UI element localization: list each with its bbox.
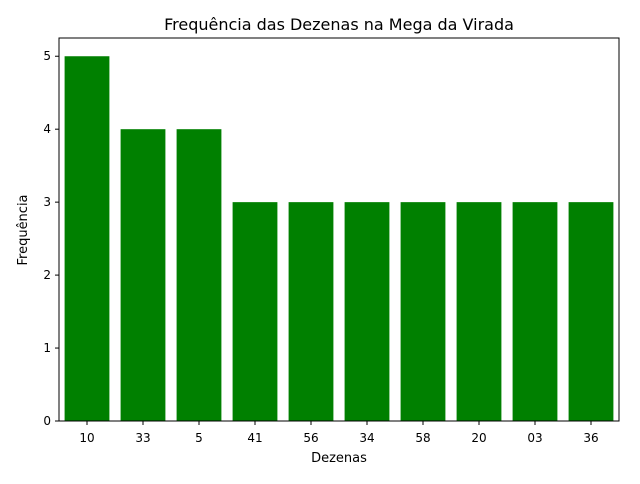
bar <box>344 202 390 421</box>
x-axis-label: Dezenas <box>311 451 367 466</box>
y-tick-label: 3 <box>43 195 51 209</box>
x-tick-label: 5 <box>195 431 203 445</box>
x-tick-label: 34 <box>359 431 374 445</box>
x-tick-label: 58 <box>415 431 430 445</box>
x-tick-label: 03 <box>527 431 542 445</box>
y-tick-label: 1 <box>43 341 51 355</box>
y-axis-label: Frequência <box>16 194 31 265</box>
y-tick-label: 4 <box>43 122 51 136</box>
y-tick-label: 5 <box>43 49 51 63</box>
x-tick-label: 33 <box>135 431 150 445</box>
bar <box>64 56 110 422</box>
chart-title: Frequência das Dezenas na Mega da Virada <box>164 15 514 34</box>
x-tick-label: 20 <box>471 431 486 445</box>
bar <box>512 202 558 421</box>
bar <box>288 202 334 421</box>
bar <box>120 129 166 421</box>
bar <box>232 202 278 421</box>
bar <box>176 129 222 421</box>
x-tick-label: 56 <box>303 431 318 445</box>
x-tick-label: 36 <box>583 431 598 445</box>
bar <box>568 202 614 421</box>
bar <box>400 202 446 421</box>
bar <box>456 202 502 421</box>
x-tick-label: 41 <box>247 431 262 445</box>
x-tick-label: 10 <box>79 431 94 445</box>
y-tick-label: 0 <box>43 414 51 428</box>
plot-frame <box>58 37 620 422</box>
y-tick-label: 2 <box>43 268 51 282</box>
